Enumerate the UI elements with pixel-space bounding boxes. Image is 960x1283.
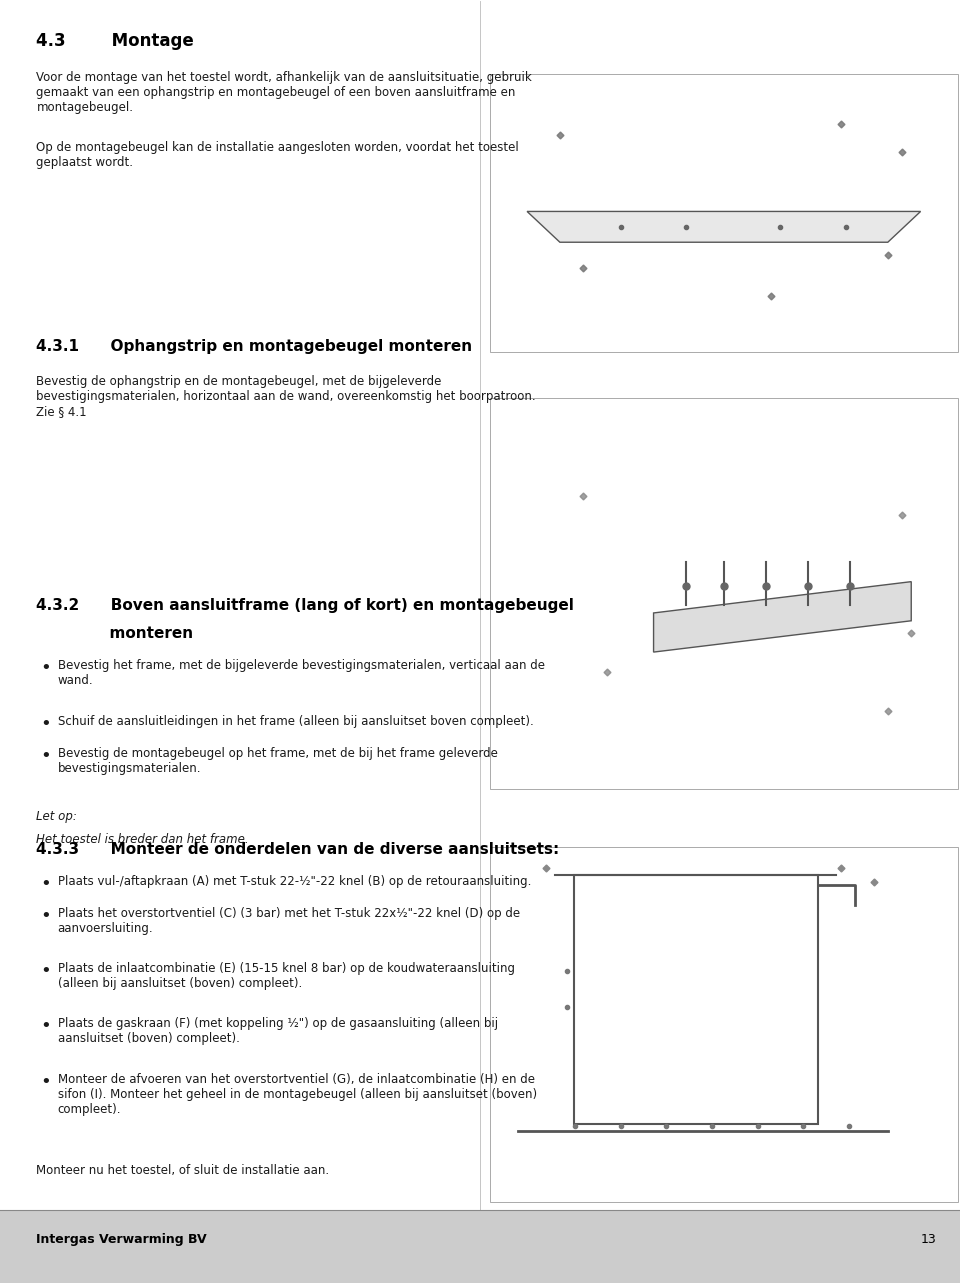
Bar — [0, 1210, 960, 1283]
Text: Plaats vul-/aftapkraan (A) met T-stuk 22-½"-22 knel (B) op de retouraansluiting.: Plaats vul-/aftapkraan (A) met T-stuk 22… — [58, 875, 531, 888]
Text: Bevestig het frame, met de bijgeleverde bevestigingsmaterialen, verticaal aan de: Bevestig het frame, met de bijgeleverde … — [58, 659, 544, 688]
Text: •: • — [40, 875, 51, 893]
Text: Let op:: Let op: — [36, 810, 78, 822]
Text: 4.3.1      Ophangstrip en montagebeugel monteren: 4.3.1 Ophangstrip en montagebeugel monte… — [36, 339, 472, 354]
Text: Bevestig de ophangstrip en de montagebeugel, met de bijgeleverde
bevestigingsmat: Bevestig de ophangstrip en de montagebeu… — [36, 375, 536, 418]
Polygon shape — [654, 581, 911, 652]
Bar — [574, 875, 818, 1124]
Text: •: • — [40, 747, 51, 765]
Text: 4.3.2      Boven aansluitframe (lang of kort) en montagebeugel: 4.3.2 Boven aansluitframe (lang of kort)… — [36, 598, 574, 613]
Text: •: • — [40, 1017, 51, 1035]
Text: Plaats de inlaatcombinatie (E) (15-15 knel 8 bar) op de koudwateraansluiting
(al: Plaats de inlaatcombinatie (E) (15-15 kn… — [58, 962, 515, 990]
Text: •: • — [40, 907, 51, 925]
Text: 4.3.3      Monteer de onderdelen van de diverse aansluitsets:: 4.3.3 Monteer de onderdelen van de diver… — [36, 842, 560, 857]
Bar — [490, 847, 958, 1202]
Text: •: • — [40, 659, 51, 677]
Text: Plaats het overstortventiel (C) (3 bar) met het T-stuk 22x½"-22 knel (D) op de
a: Plaats het overstortventiel (C) (3 bar) … — [58, 907, 519, 935]
Text: Voor de montage van het toestel wordt, afhankelijk van de aansluitsituatie, gebr: Voor de montage van het toestel wordt, a… — [36, 71, 532, 114]
Text: •: • — [40, 962, 51, 980]
Polygon shape — [527, 212, 921, 242]
Text: 4.3        Montage: 4.3 Montage — [36, 32, 194, 50]
Text: Op de montagebeugel kan de installatie aangesloten worden, voordat het toestel
g: Op de montagebeugel kan de installatie a… — [36, 141, 519, 169]
Bar — [490, 398, 958, 789]
Text: Schuif de aansluitleidingen in het frame (alleen bij aansluitset boven compleet): Schuif de aansluitleidingen in het frame… — [58, 715, 534, 727]
Text: Monteer de afvoeren van het overstortventiel (G), de inlaatcombinatie (H) en de
: Monteer de afvoeren van het overstortven… — [58, 1073, 537, 1116]
Text: •: • — [40, 1073, 51, 1091]
Text: Bevestig de montagebeugel op het frame, met de bij het frame geleverde
bevestigi: Bevestig de montagebeugel op het frame, … — [58, 747, 497, 775]
Text: monteren: monteren — [36, 626, 194, 642]
Text: Intergas Verwarming BV: Intergas Verwarming BV — [36, 1233, 207, 1246]
Text: •: • — [40, 715, 51, 733]
Text: Plaats de gaskraan (F) (met koppeling ½") op de gasaansluiting (alleen bij
aansl: Plaats de gaskraan (F) (met koppeling ½"… — [58, 1017, 497, 1046]
Text: Het toestel is breder dan het frame.: Het toestel is breder dan het frame. — [36, 833, 249, 845]
Text: Monteer nu het toestel, of sluit de installatie aan.: Monteer nu het toestel, of sluit de inst… — [36, 1164, 329, 1177]
Text: 13: 13 — [921, 1233, 936, 1246]
Bar — [490, 74, 958, 352]
